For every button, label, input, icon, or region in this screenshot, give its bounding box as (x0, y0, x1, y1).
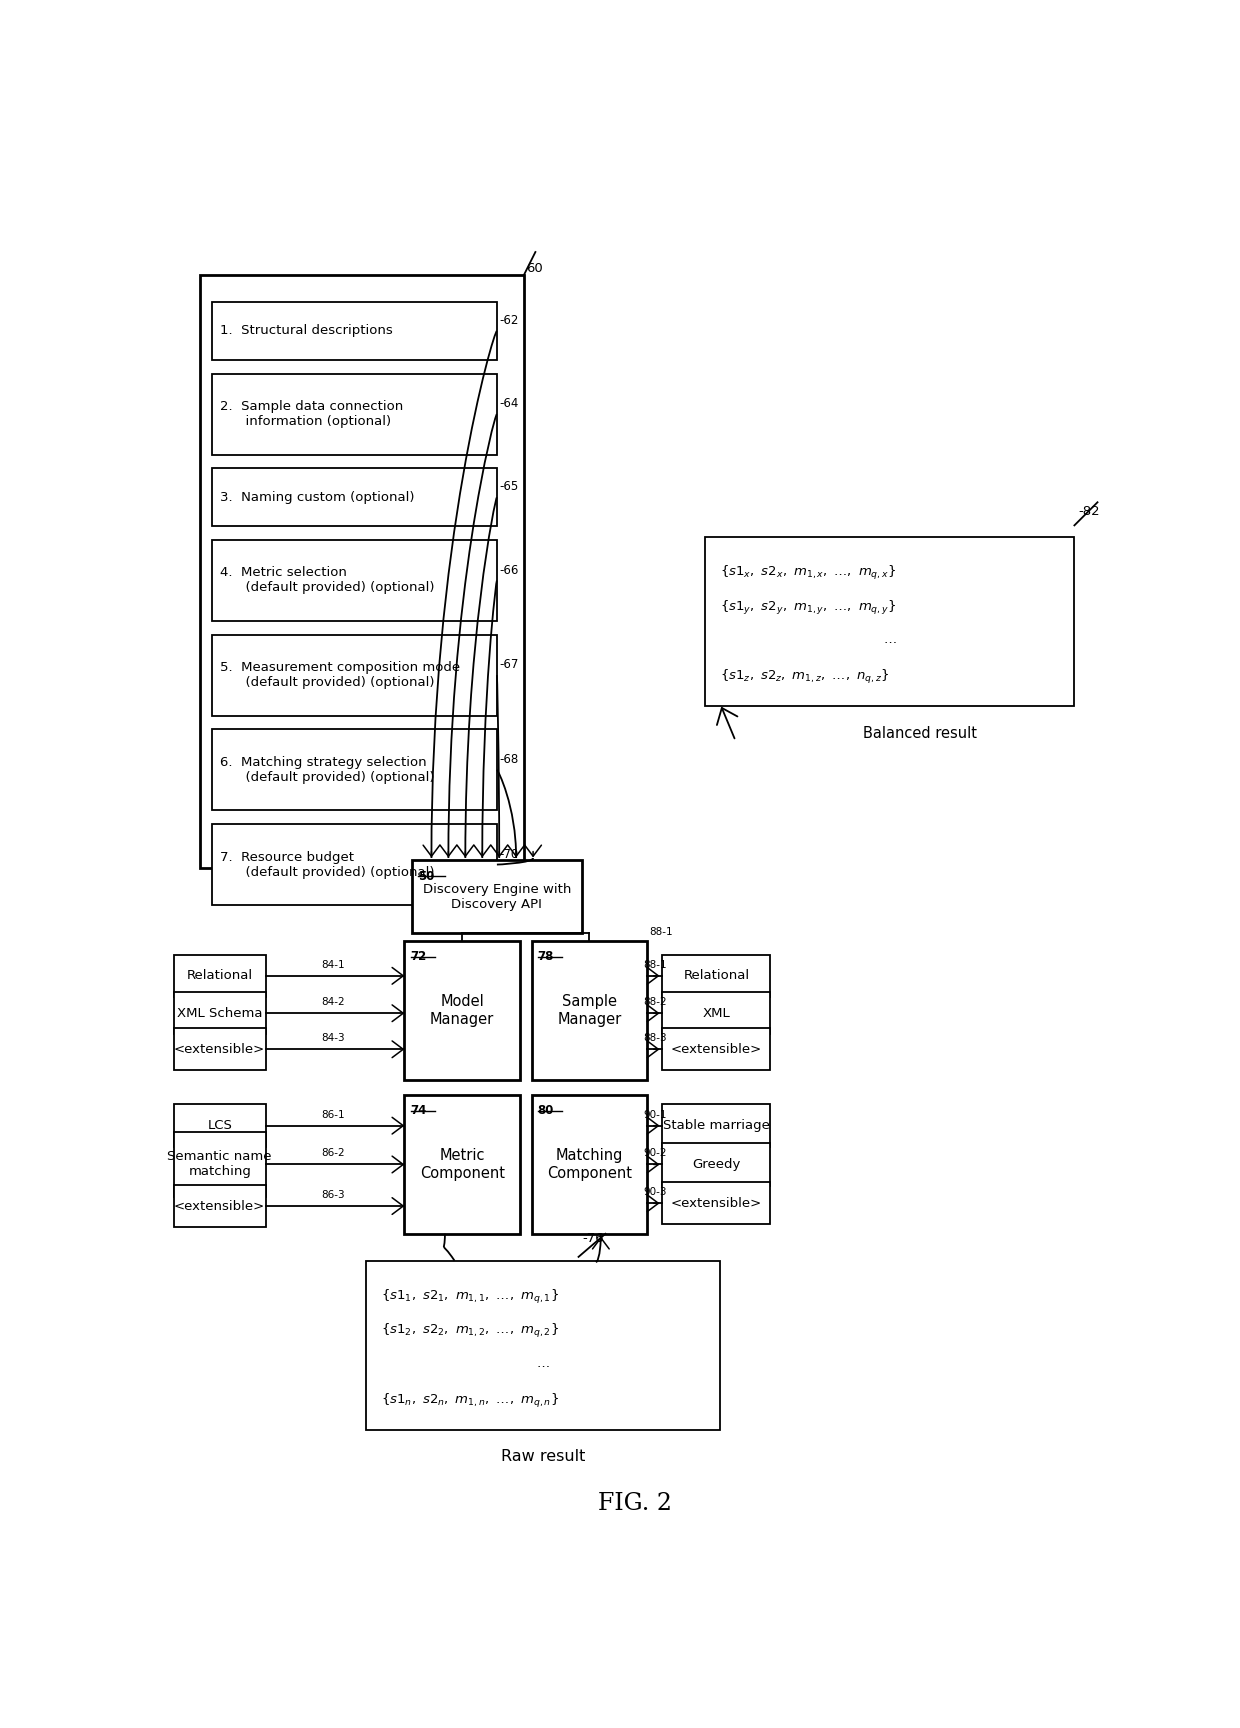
Text: $\{s1_1,\ s2_1,\ m_{1,1},\ \ldots,\ m_{q,1}\}$: $\{s1_1,\ s2_1,\ m_{1,1},\ \ldots,\ m_{q… (382, 1287, 559, 1306)
Text: $\{s1_x,\ s2_x,\ m_{1,x},\ \ldots,\ m_{q,x}\}$: $\{s1_x,\ s2_x,\ m_{1,x},\ \ldots,\ m_{q… (720, 563, 897, 582)
Text: <extensible>: <extensible> (671, 1198, 761, 1210)
FancyBboxPatch shape (212, 634, 497, 715)
Text: <extensible>: <extensible> (174, 1042, 265, 1056)
FancyBboxPatch shape (662, 1182, 770, 1225)
Text: 88-3: 88-3 (642, 1033, 667, 1044)
Text: Metric
Component: Metric Component (420, 1149, 505, 1180)
Text: 86-2: 86-2 (321, 1149, 345, 1158)
Text: Stable marriage: Stable marriage (663, 1120, 770, 1132)
Text: XML Schema: XML Schema (177, 1007, 263, 1020)
Text: XML: XML (703, 1007, 730, 1020)
Text: 1.  Structural descriptions: 1. Structural descriptions (219, 325, 392, 337)
FancyBboxPatch shape (212, 729, 497, 810)
Text: Greedy: Greedy (692, 1158, 740, 1172)
Text: Discovery Engine with
Discovery API: Discovery Engine with Discovery API (423, 883, 572, 911)
Text: <extensible>: <extensible> (671, 1042, 761, 1056)
FancyBboxPatch shape (662, 954, 770, 997)
FancyBboxPatch shape (366, 1261, 720, 1431)
Text: 4.  Metric selection
      (default provided) (optional): 4. Metric selection (default provided) (… (219, 567, 434, 594)
Text: $\ldots$: $\ldots$ (883, 632, 897, 646)
FancyBboxPatch shape (174, 1028, 265, 1070)
Text: 7.  Resource budget
      (default provided) (optional): 7. Resource budget (default provided) (o… (219, 850, 434, 878)
FancyBboxPatch shape (704, 537, 1074, 707)
FancyBboxPatch shape (212, 824, 497, 905)
Text: 3.  Naming custom (optional): 3. Naming custom (optional) (219, 491, 414, 505)
Text: $\{s1_2,\ s2_2,\ m_{1,2},\ \ldots,\ m_{q,2}\}$: $\{s1_2,\ s2_2,\ m_{1,2},\ \ldots,\ m_{q… (382, 1322, 559, 1341)
FancyBboxPatch shape (174, 1104, 265, 1147)
Text: 5.  Measurement composition mode
      (default provided) (optional): 5. Measurement composition mode (default… (219, 662, 460, 689)
Text: 84-1: 84-1 (321, 959, 345, 969)
Text: $\{s1_z,\ s2_z,\ m_{1,z},\ \ldots,\ n_{q,z}\}$: $\{s1_z,\ s2_z,\ m_{1,z},\ \ldots,\ n_{q… (720, 667, 889, 686)
Text: 80: 80 (538, 1104, 554, 1118)
Text: FIG. 2: FIG. 2 (599, 1491, 672, 1515)
Text: 6.  Matching strategy selection
      (default provided) (optional): 6. Matching strategy selection (default … (219, 755, 434, 785)
Text: Relational: Relational (187, 969, 253, 982)
Text: $\{s1_y,\ s2_y,\ m_{1,y},\ \ldots,\ m_{q,y}\}$: $\{s1_y,\ s2_y,\ m_{1,y},\ \ldots,\ m_{q… (720, 598, 897, 617)
FancyBboxPatch shape (174, 992, 265, 1035)
Text: 90-3: 90-3 (644, 1187, 666, 1198)
FancyBboxPatch shape (174, 1132, 265, 1198)
Text: 84-3: 84-3 (321, 1033, 345, 1044)
Text: -65: -65 (500, 480, 518, 494)
FancyBboxPatch shape (174, 954, 265, 997)
Text: -62: -62 (500, 314, 518, 327)
Text: 90-1: 90-1 (644, 1109, 666, 1120)
Text: LCS: LCS (207, 1120, 232, 1132)
Text: 88-1: 88-1 (642, 959, 667, 969)
FancyBboxPatch shape (532, 942, 647, 1080)
Text: Matching
Component: Matching Component (547, 1149, 632, 1180)
FancyBboxPatch shape (532, 1096, 647, 1234)
FancyBboxPatch shape (412, 861, 582, 933)
Text: 86-3: 86-3 (321, 1191, 345, 1199)
FancyBboxPatch shape (662, 1028, 770, 1070)
Text: 84-2: 84-2 (321, 997, 345, 1007)
Text: Semantic name
matching: Semantic name matching (167, 1151, 272, 1178)
FancyBboxPatch shape (174, 1185, 265, 1227)
FancyBboxPatch shape (404, 1096, 520, 1234)
FancyBboxPatch shape (662, 1104, 770, 1147)
Text: Model
Manager: Model Manager (430, 994, 495, 1026)
FancyBboxPatch shape (662, 1144, 770, 1185)
Text: -82: -82 (1079, 505, 1100, 518)
Text: 88-2: 88-2 (642, 997, 667, 1007)
FancyBboxPatch shape (212, 373, 497, 454)
Text: 74: 74 (410, 1104, 427, 1118)
Text: 72: 72 (410, 950, 427, 964)
Text: Sample
Manager: Sample Manager (557, 994, 621, 1026)
FancyBboxPatch shape (662, 992, 770, 1035)
Text: 88-1: 88-1 (650, 928, 673, 937)
FancyBboxPatch shape (212, 302, 497, 359)
Text: $\ldots$: $\ldots$ (536, 1356, 549, 1370)
Text: Relational: Relational (683, 969, 749, 982)
Text: -64: -64 (500, 397, 518, 410)
Text: <extensible>: <extensible> (174, 1199, 265, 1213)
Text: 90-2: 90-2 (644, 1149, 666, 1158)
FancyBboxPatch shape (404, 942, 520, 1080)
Text: Balanced result: Balanced result (863, 726, 977, 741)
FancyBboxPatch shape (201, 275, 523, 867)
Text: -66: -66 (500, 563, 518, 577)
Text: 2.  Sample data connection
      information (optional): 2. Sample data connection information (o… (219, 401, 403, 429)
Text: $\{s1_n,\ s2_n,\ m_{1,n},\ \ldots,\ m_{q,n}\}$: $\{s1_n,\ s2_n,\ m_{1,n},\ \ldots,\ m_{q… (382, 1391, 559, 1410)
Text: -76: -76 (583, 1232, 604, 1246)
Text: 60: 60 (526, 263, 543, 275)
Text: 86-1: 86-1 (321, 1109, 345, 1120)
Text: 50: 50 (418, 869, 435, 883)
Text: 78: 78 (538, 950, 554, 964)
Text: Raw result: Raw result (501, 1450, 585, 1464)
Text: -70: -70 (500, 848, 518, 861)
Text: -67: -67 (500, 658, 518, 670)
Text: -68: -68 (500, 753, 518, 766)
FancyBboxPatch shape (212, 468, 497, 525)
FancyBboxPatch shape (212, 541, 497, 620)
